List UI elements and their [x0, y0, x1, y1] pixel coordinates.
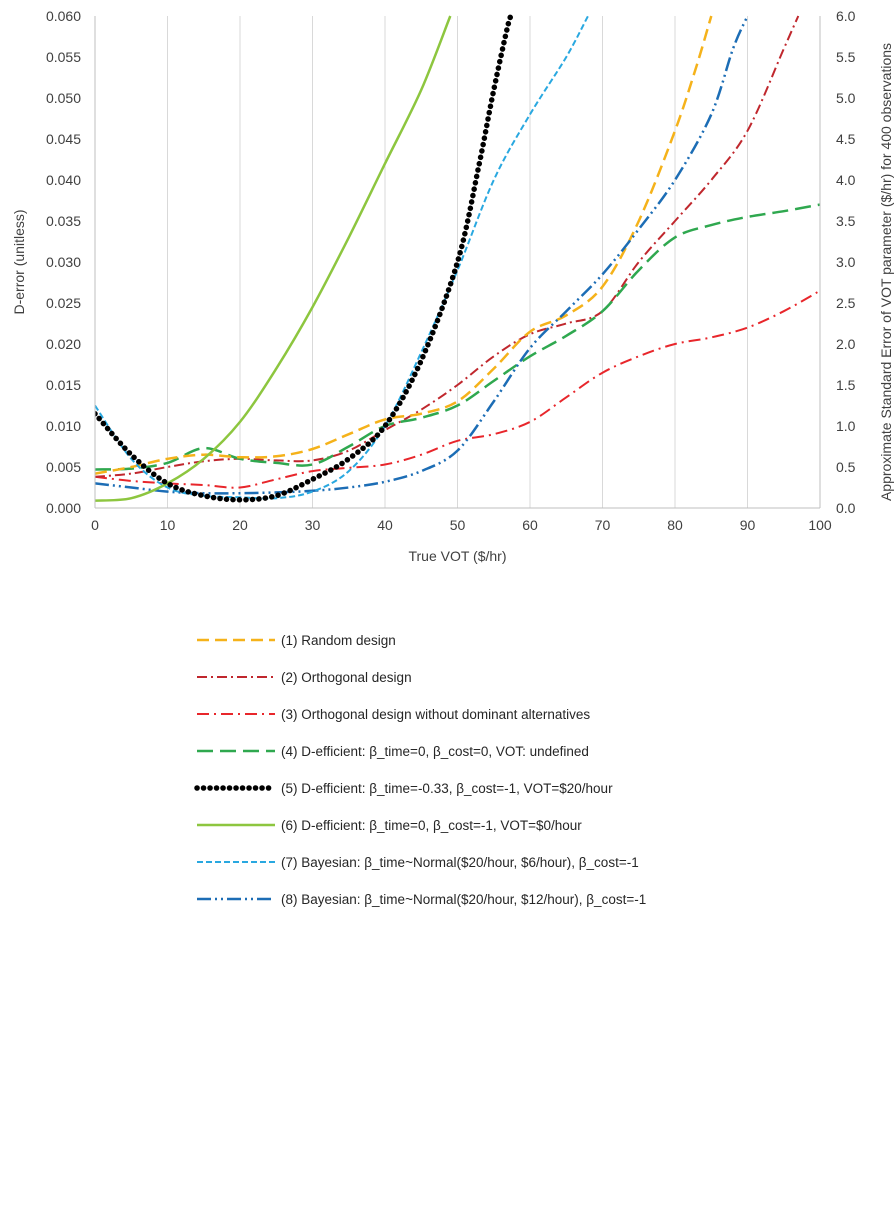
series-line-2	[95, 15, 800, 478]
x-tick-label: 20	[232, 517, 248, 533]
y-tick-label: 0.060	[46, 8, 81, 24]
legend: (1) Random design (2) Orthogonal design (3…	[194, 633, 646, 907]
x-tick-label: 30	[305, 517, 321, 533]
y2-tick-label: 4.0	[836, 172, 856, 188]
legend-label-8: (8) Bayesian: β_time~Normal($20/hour, $1…	[281, 892, 646, 907]
series-line-1	[95, 15, 713, 475]
y-tick-label: 0.040	[46, 172, 81, 188]
legend-label-4: (4) D-efficient: β_time=0, β_cost=0, VOT…	[281, 744, 589, 759]
x-tick-label: 0	[91, 517, 99, 533]
series-line-3	[95, 289, 820, 489]
y2-tick-label: 2.5	[836, 295, 856, 311]
legend-label-6: (6) D-efficient: β_time=0, β_cost=-1, VO…	[281, 818, 582, 833]
x-tick-label: 100	[808, 517, 832, 533]
y2-tick-label: 0.5	[836, 459, 856, 475]
x-tick-label: 10	[160, 517, 176, 533]
y2-axis-title: Approximate Standard Error of VOT parame…	[878, 43, 894, 501]
legend-label-3: (3) Orthogonal design without dominant a…	[281, 707, 590, 722]
x-tick-label: 80	[667, 517, 683, 533]
series-line-5	[95, 14, 515, 503]
x-tick-label: 90	[740, 517, 756, 533]
series-line-7	[95, 15, 589, 500]
legend-label-5: (5) D-efficient: β_time=-0.33, β_cost=-1…	[281, 781, 613, 796]
series-line-6	[95, 15, 452, 502]
y-tick-label: 0.020	[46, 336, 81, 352]
x-tick-label: 50	[450, 517, 466, 533]
x-axis-title: True VOT ($/hr)	[408, 548, 506, 564]
y-tick-label: 0.045	[46, 131, 81, 147]
x-tick-label: 40	[377, 517, 393, 533]
y2-tick-label: 2.0	[836, 336, 856, 352]
y-tick-label: 0.050	[46, 90, 81, 106]
y2-tick-label: 1.0	[836, 418, 856, 434]
series-line-8	[95, 15, 749, 495]
y-tick-label: 0.015	[46, 377, 81, 393]
y2-tick-label: 3.0	[836, 254, 856, 270]
y-tick-label: 0.030	[46, 254, 81, 270]
y2-tick-label: 6.0	[836, 8, 856, 24]
legend-label-2: (2) Orthogonal design	[281, 670, 412, 685]
y-tick-label: 0.035	[46, 213, 81, 229]
y-axis-title: D-error (unitless)	[11, 209, 27, 314]
y2-tick-label: 3.5	[836, 213, 856, 229]
y-tick-label: 0.010	[46, 418, 81, 434]
y-tick-label: 0.055	[46, 49, 81, 65]
series-lines	[95, 14, 820, 503]
axes: 0 10 20 30 40 50 60 70 80 90 100 0.000 0.005 0.010 0.0…	[46, 8, 856, 533]
y-tick-label: 0.000	[46, 500, 81, 516]
y2-tick-label: 1.5	[836, 377, 856, 393]
y2-tick-label: 5.0	[836, 90, 856, 106]
x-tick-label: 60	[522, 517, 538, 533]
y-tick-label: 0.005	[46, 459, 81, 475]
y2-tick-label: 5.5	[836, 49, 856, 65]
y-tick-label: 0.025	[46, 295, 81, 311]
y2-tick-label: 0.0	[836, 500, 856, 516]
x-tick-label: 70	[595, 517, 611, 533]
legend-label-1: (1) Random design	[281, 633, 396, 648]
y2-tick-label: 4.5	[836, 131, 856, 147]
grid	[167, 16, 748, 508]
legend-label-7: (7) Bayesian: β_time~Normal($20/hour, $6…	[281, 855, 639, 870]
